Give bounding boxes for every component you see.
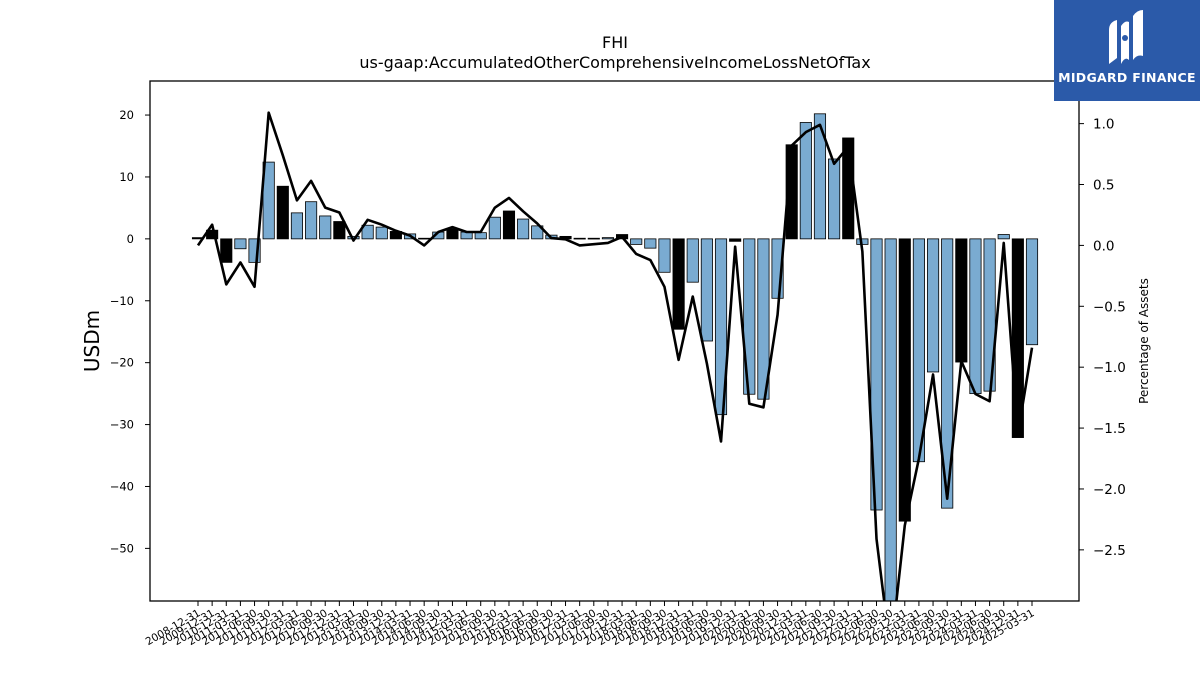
bar (955, 238, 968, 363)
percentage-line (196, 111, 1034, 601)
y-tick-label: −40 (110, 479, 134, 493)
y2-tick-label: 0.5 (1093, 178, 1114, 194)
bar (1025, 238, 1039, 346)
bar (941, 238, 954, 509)
bar (601, 237, 614, 240)
y-tick-label: −10 (110, 294, 134, 308)
bar (672, 238, 685, 330)
y2-tick-label: −0.5 (1093, 299, 1126, 315)
y-tick-label: −30 (110, 418, 134, 432)
chart-title: FHI (602, 33, 628, 52)
bar (502, 210, 516, 240)
y2-tick-label: −1.0 (1093, 360, 1126, 376)
left-axis: 20 10 0 −10 −20 −30 −40 −50 (110, 108, 150, 555)
y2-tick-label: 1.0 (1093, 117, 1114, 133)
y2-tick-label: 0.0 (1093, 238, 1114, 254)
bar (418, 237, 431, 240)
right-axis: 1.0 0.5 0.0 −0.5 −1.0 −1.5 −2.0 −2.5 (1079, 117, 1126, 559)
bar (870, 238, 883, 511)
bar (333, 221, 346, 240)
midgard-logo-text: MIDGARD FINANCE (1058, 70, 1196, 85)
bar (305, 201, 318, 240)
bar (587, 237, 600, 240)
bar (686, 238, 699, 283)
bar (517, 218, 530, 240)
y2-tick-label: −2.5 (1093, 543, 1126, 559)
y-axis-label: USDm (80, 310, 104, 372)
y-tick-label: 0 (127, 232, 134, 246)
chart-subtitle: us-gaap:AccumulatedOtherComprehensiveInc… (359, 53, 870, 72)
y2-tick-label: −1.5 (1093, 421, 1126, 437)
plot-frame (149, 80, 1080, 602)
bar (729, 238, 742, 242)
bar (446, 228, 459, 240)
x-axis: 2008-12-312009-12-312010-12-312011-03-31… (144, 601, 1037, 648)
bar (488, 216, 501, 240)
bar (290, 212, 304, 240)
y2-tick-label: −2.0 (1093, 482, 1126, 498)
bar (927, 238, 940, 373)
bar (997, 234, 1010, 240)
bar (248, 238, 261, 263)
bar (573, 237, 586, 240)
bar (361, 224, 374, 240)
bar-series (191, 113, 1039, 601)
bar (884, 238, 897, 601)
bar (531, 225, 544, 240)
bar (658, 238, 671, 273)
bar (234, 238, 247, 250)
bar (969, 238, 982, 395)
midgard-logo-icon (1109, 10, 1143, 64)
bar (630, 238, 643, 245)
bar (276, 185, 289, 240)
bar (771, 238, 784, 299)
line-series (196, 111, 1034, 601)
bar (375, 226, 388, 240)
y-tick-label: −50 (110, 541, 134, 555)
bar (319, 215, 332, 240)
bar (700, 238, 713, 342)
y-tick-label: −20 (110, 356, 134, 370)
bar (799, 122, 812, 240)
midgard-finance-logo: MIDGARD FINANCE (1054, 0, 1200, 101)
y-tick-label: 10 (119, 170, 134, 184)
bar (828, 158, 841, 240)
bar (474, 232, 487, 240)
y2-axis-label: Percentage of Assets (1137, 278, 1151, 404)
bar (714, 238, 728, 416)
bar (898, 238, 911, 522)
bar (1011, 238, 1024, 438)
bar (220, 238, 233, 263)
y-tick-label: 20 (119, 108, 134, 122)
bar (644, 238, 657, 249)
bar (813, 113, 827, 240)
bar (262, 161, 275, 240)
